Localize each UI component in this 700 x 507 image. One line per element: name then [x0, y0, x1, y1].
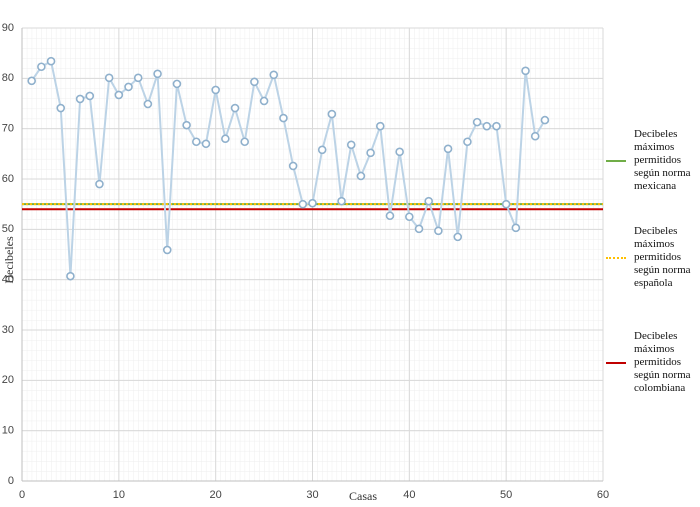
legend-label: Decibeles máximos permitidos según norma…	[634, 128, 691, 192]
data-point	[540, 115, 550, 125]
data-point	[279, 113, 288, 123]
data-point	[356, 171, 366, 181]
data-point	[492, 121, 501, 131]
data-point	[375, 121, 385, 131]
data-point	[143, 99, 153, 109]
y-tick-label: 70	[2, 123, 14, 135]
legend-label: Decibeles máximos permitidos según norma…	[634, 225, 691, 289]
data-point	[162, 245, 172, 255]
data-point	[385, 211, 395, 221]
data-point	[424, 196, 434, 206]
x-tick-label: 50	[500, 489, 512, 501]
data-point	[346, 140, 356, 150]
data-point	[521, 66, 530, 76]
data-point	[27, 76, 36, 86]
data-point	[453, 232, 463, 242]
legend-item: Decibeles máximos permitidos según norma…	[606, 128, 698, 193]
data-point	[337, 196, 346, 206]
legend-item: Decibeles máximos permitidos según norma…	[606, 225, 698, 290]
data-point	[434, 226, 443, 236]
data-point	[501, 199, 511, 209]
data-point	[124, 82, 133, 92]
legend-swatch	[606, 256, 626, 259]
data-point	[482, 121, 492, 131]
x-tick-label: 30	[306, 489, 318, 501]
y-tick-label: 0	[8, 475, 14, 487]
data-point	[85, 91, 95, 101]
y-axis-title: Decibeles	[2, 236, 16, 284]
data-point	[366, 148, 375, 158]
data-point	[298, 199, 308, 209]
x-tick-label: 60	[597, 489, 609, 501]
data-point	[46, 56, 56, 66]
data-point	[230, 103, 240, 113]
y-tick-label: 20	[2, 374, 14, 386]
data-point	[288, 161, 298, 171]
x-tick-label: 0	[19, 489, 25, 501]
data-point	[414, 224, 424, 234]
data-point	[240, 137, 250, 147]
y-tick-label: 30	[2, 324, 14, 336]
data-point	[37, 62, 46, 72]
legend-swatch	[606, 159, 626, 162]
data-point	[66, 271, 75, 281]
data-point	[211, 85, 220, 95]
data-point	[221, 134, 230, 144]
data-point	[511, 223, 521, 233]
data-point	[463, 137, 472, 147]
data-point	[153, 69, 162, 79]
data-point	[250, 77, 259, 87]
data-point	[182, 120, 191, 130]
legend-label: Decibeles máximos permitidos según norma…	[634, 330, 691, 394]
y-tick-label: 40	[2, 274, 14, 286]
data-point	[172, 79, 182, 89]
data-point	[472, 117, 482, 127]
data-point	[75, 94, 85, 104]
data-point	[114, 90, 124, 100]
data-point	[530, 131, 540, 141]
x-tick-label: 20	[210, 489, 222, 501]
y-tick-label: 80	[2, 72, 14, 84]
data-point	[201, 139, 211, 149]
y-tick-label: 50	[2, 223, 14, 235]
data-point	[395, 147, 404, 157]
legend-swatch	[606, 361, 626, 364]
data-point	[405, 212, 414, 222]
x-tick-label: 40	[403, 489, 415, 501]
data-point	[269, 70, 279, 80]
data-point	[95, 179, 104, 189]
data-point	[308, 198, 317, 208]
data-point	[443, 144, 453, 154]
data-point	[259, 96, 269, 106]
data-point	[327, 109, 337, 119]
legend-item: Decibeles máximos permitidos según norma…	[606, 330, 698, 395]
y-tick-label: 90	[2, 22, 14, 34]
data-point	[56, 103, 66, 113]
data-point	[104, 73, 114, 83]
x-axis-title: Casas	[349, 489, 377, 503]
data-point	[317, 145, 327, 155]
data-point	[133, 73, 143, 83]
y-tick-label: 60	[2, 173, 14, 185]
data-point	[192, 137, 201, 147]
x-tick-label: 10	[113, 489, 125, 501]
y-tick-label: 10	[2, 425, 14, 437]
